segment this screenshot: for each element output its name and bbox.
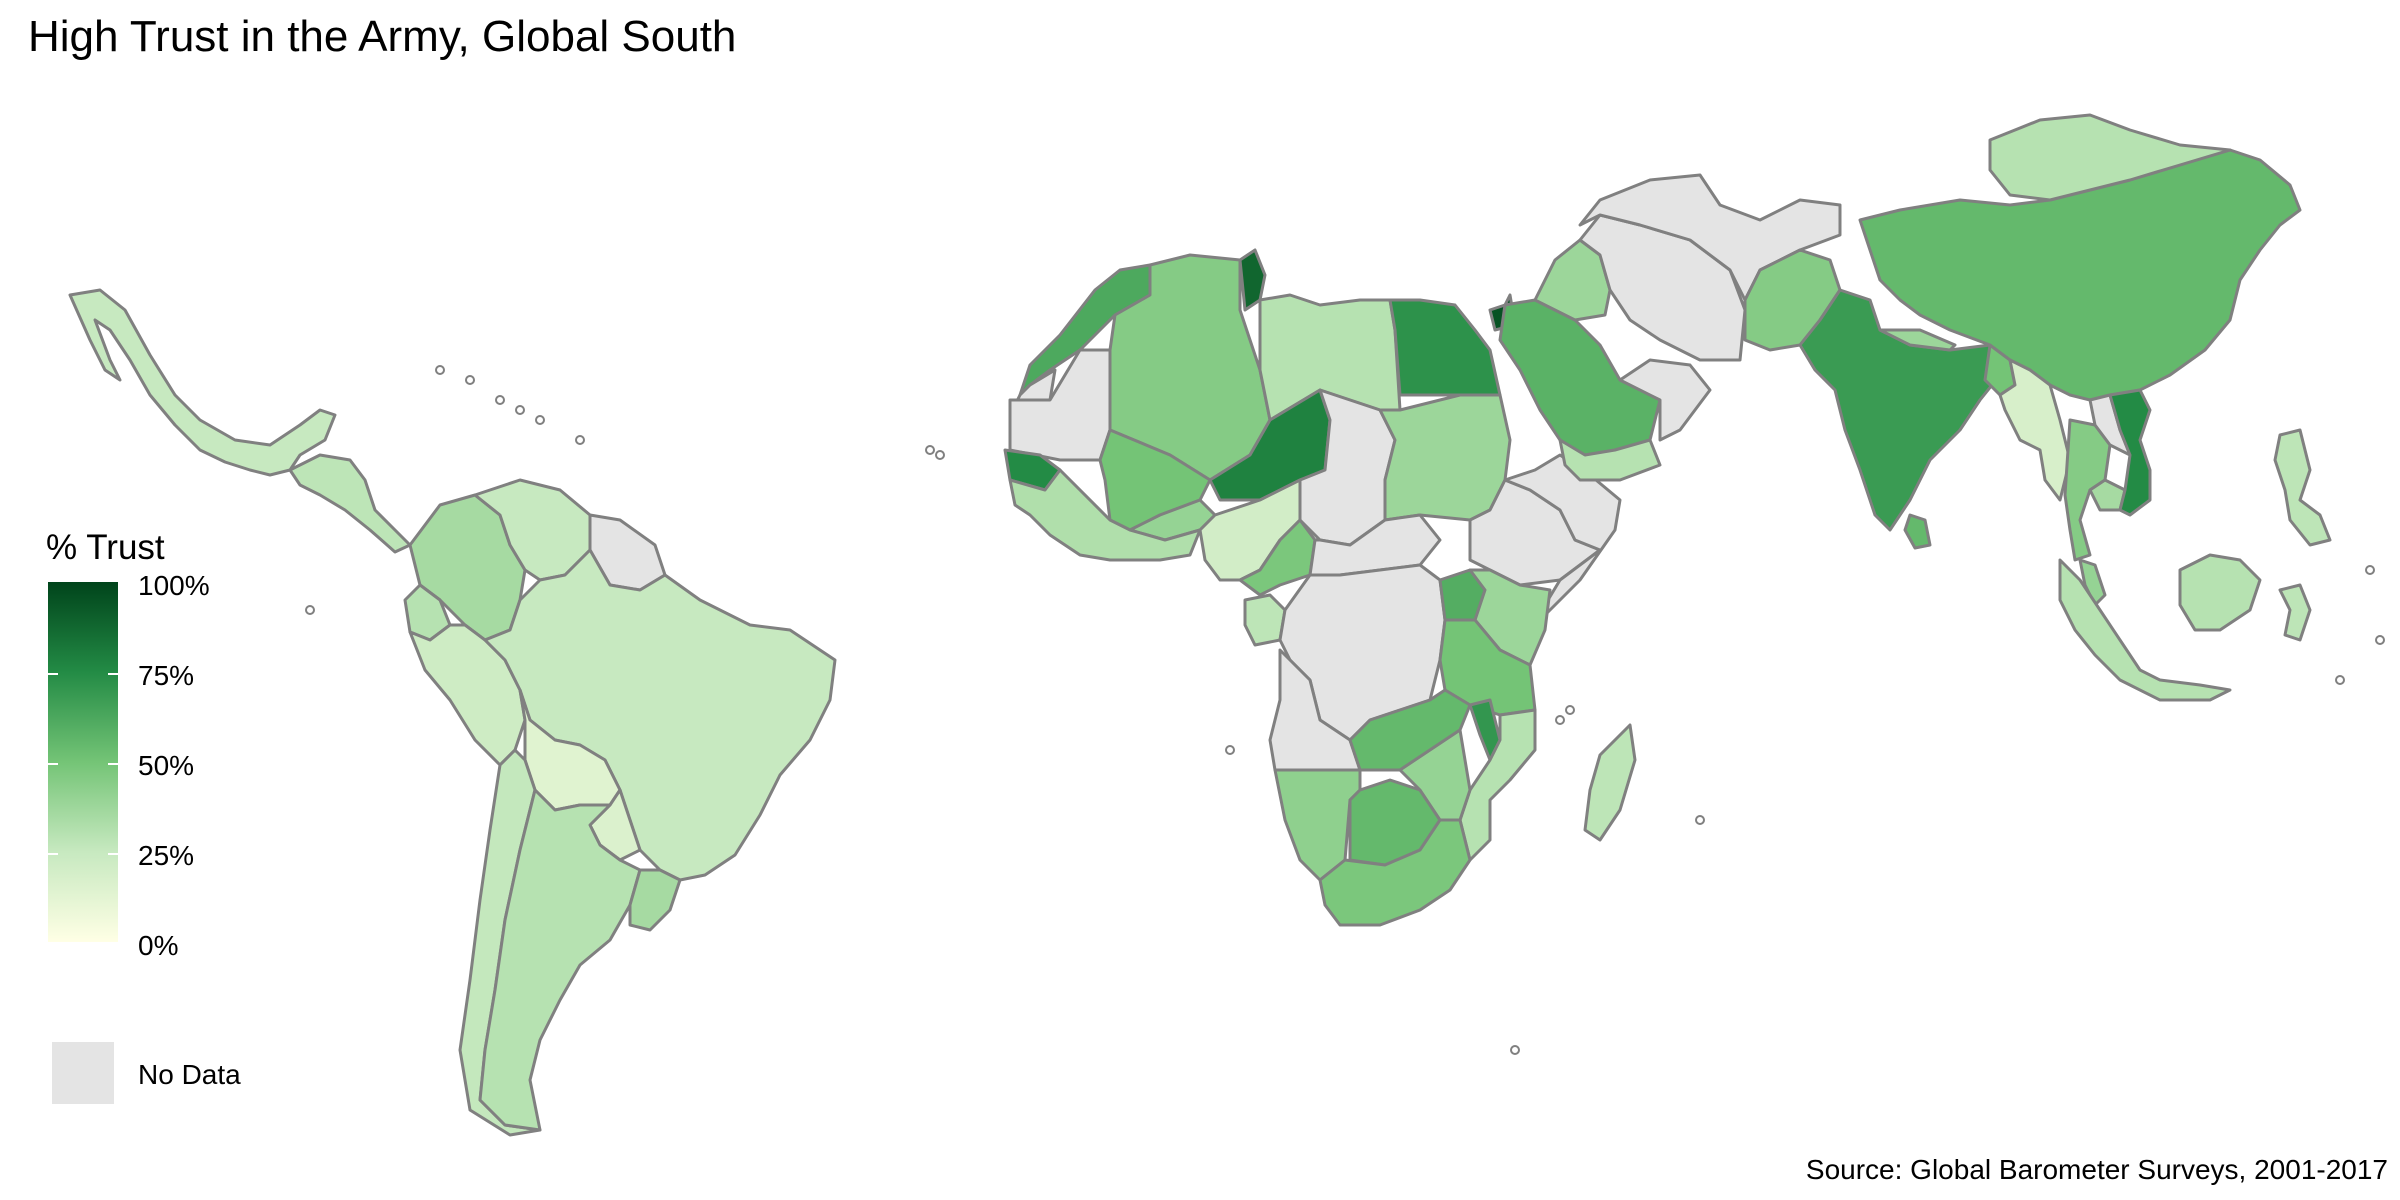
island-outline	[575, 435, 585, 445]
region-zimbabwe	[1398, 728, 1472, 822]
region-sudan	[1378, 393, 1512, 522]
region-egypt	[1388, 298, 1502, 397]
island-outline	[535, 415, 545, 425]
legend-title: % Trust	[46, 528, 165, 567]
region-central-america	[288, 453, 412, 554]
island-outline	[1510, 1045, 1520, 1055]
region-gulf-states	[1618, 358, 1712, 442]
region-philippines	[2273, 428, 2332, 547]
island-outline	[2375, 635, 2385, 645]
legend-tick-mark	[108, 853, 118, 855]
legend-tick-mark	[108, 673, 118, 675]
island-outline	[2335, 675, 2345, 685]
region-malaysia	[2078, 558, 2107, 607]
legend-color-bar	[48, 582, 118, 942]
region-nepal	[1878, 328, 1957, 352]
source-caption: Source: Global Barometer Surveys, 2001-2…	[1805, 1154, 2388, 1185]
region-yemen	[1558, 438, 1662, 482]
region-tunisia	[1238, 248, 1267, 312]
region-west-africa-coast	[1008, 468, 1202, 562]
region-indonesia	[2058, 558, 2232, 702]
no-data-swatch	[52, 1042, 114, 1104]
region-mozambique	[1458, 708, 1537, 862]
region-central-asia	[1578, 173, 1842, 302]
region-madagascar	[1583, 723, 1637, 842]
island-outline	[2365, 565, 2375, 575]
island-outline	[1565, 705, 1575, 715]
island-outline	[1555, 715, 1565, 725]
region-mauritania	[1008, 348, 1112, 462]
island-outline	[435, 365, 445, 375]
region-mexico	[68, 288, 337, 477]
region-mongolia	[1988, 113, 2232, 202]
island-outline	[515, 405, 525, 415]
region-borneo	[2178, 553, 2262, 632]
island-outline	[1225, 745, 1235, 755]
island-outline	[935, 450, 945, 460]
no-data-label: No Data	[138, 1059, 241, 1090]
legend-tick-mark	[48, 673, 58, 675]
legend-tick-75: 75%	[138, 660, 195, 691]
legend-tick-mark	[108, 763, 118, 765]
island-outline	[925, 445, 935, 455]
region-morocco	[1018, 263, 1152, 397]
region-uruguay	[628, 868, 682, 932]
legend-tick-0: 0%	[138, 930, 179, 961]
region-vietnam	[2108, 388, 2152, 517]
legend-tick-mark	[48, 763, 58, 765]
island-outline	[465, 375, 475, 385]
region-myanmar	[1998, 358, 2072, 502]
island-outline	[495, 395, 505, 405]
region-namibia	[1273, 768, 1362, 882]
region-argentina	[478, 788, 642, 1132]
region-sri-lanka	[1903, 513, 1932, 550]
island-outline	[305, 605, 315, 615]
island-outline	[1695, 815, 1705, 825]
region-sulawesi	[2278, 583, 2312, 642]
region-south-africa	[1318, 818, 1472, 927]
map-title: High Trust in the Army, Global South	[28, 12, 737, 61]
legend-tick-50: 50%	[138, 750, 195, 781]
legend-tick-25: 25%	[138, 840, 195, 871]
legend-tick-mark	[48, 853, 58, 855]
legend-tick-100: 100%	[138, 570, 210, 601]
